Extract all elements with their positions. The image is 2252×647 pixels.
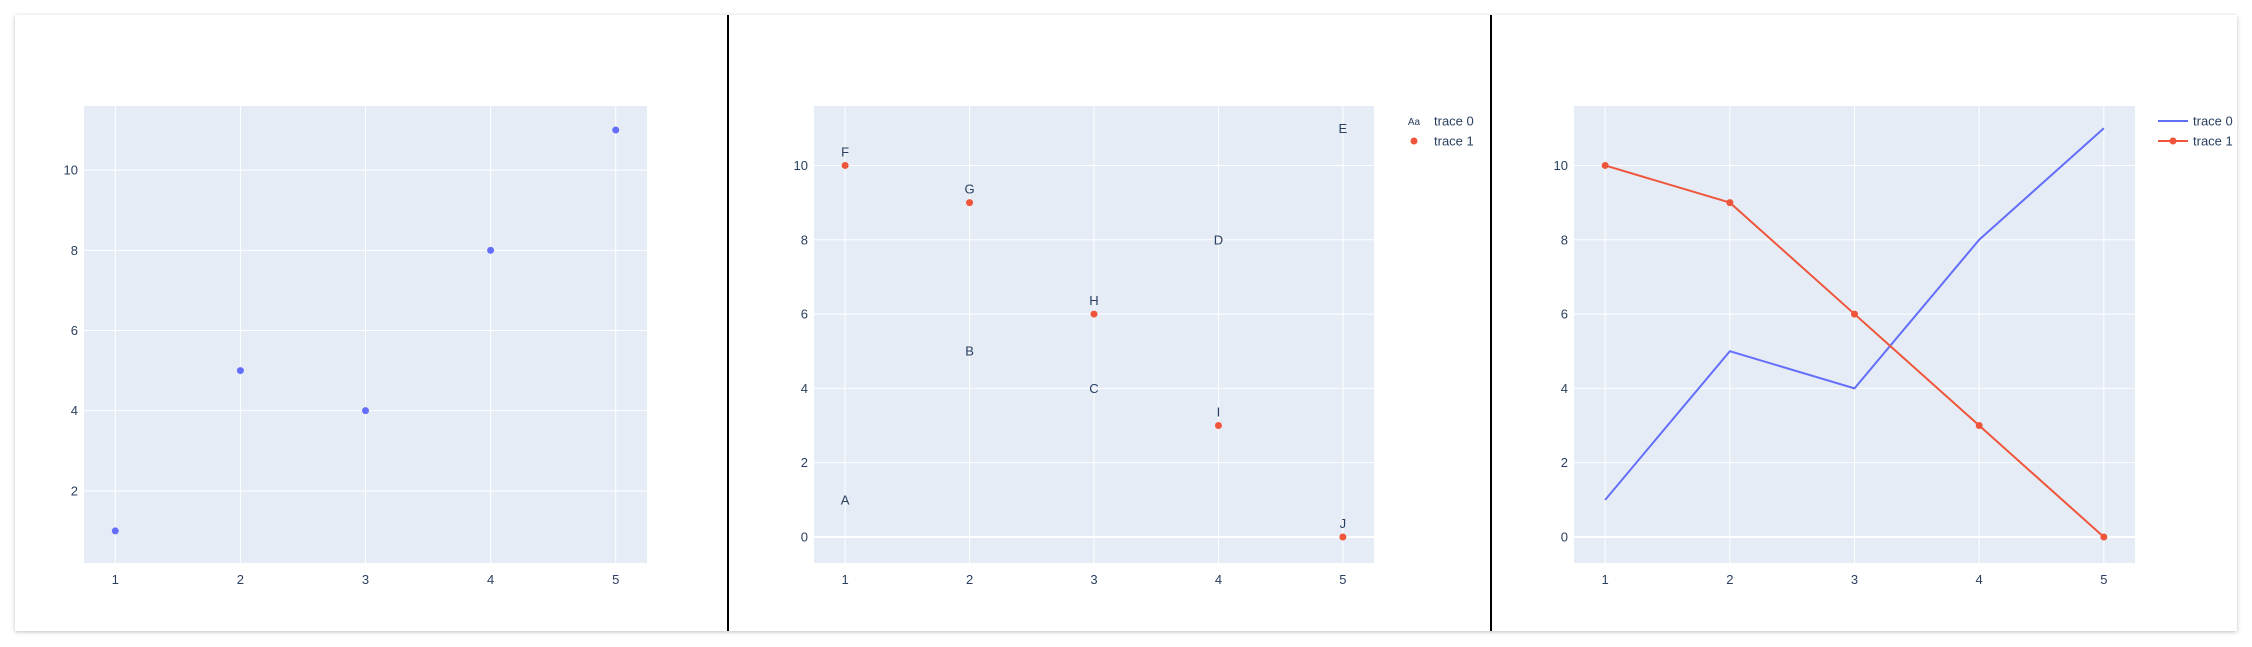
point-label: D bbox=[1214, 232, 1223, 247]
y-tick-label: 10 bbox=[1554, 158, 1568, 173]
data-point bbox=[1339, 533, 1347, 541]
data-point bbox=[236, 367, 244, 375]
data-point bbox=[111, 527, 119, 535]
y-tick-label: 10 bbox=[794, 158, 808, 173]
data-point bbox=[1090, 310, 1098, 318]
y-tick-label: 8 bbox=[1561, 232, 1568, 247]
y-tick-label: 8 bbox=[801, 232, 808, 247]
data-point bbox=[612, 126, 620, 134]
point-label: J bbox=[1340, 516, 1347, 531]
data-point bbox=[2100, 533, 2108, 541]
chart-panel-lines: 1 2 3 4 5 0 2 4 6 8 10 trace 0 trace 1 bbox=[1554, 106, 2233, 587]
x-tick-label: 1 bbox=[112, 572, 119, 587]
y-tick-label: 10 bbox=[64, 163, 78, 178]
point-label: A bbox=[841, 492, 850, 507]
x-tick-label: 2 bbox=[237, 572, 244, 587]
data-point bbox=[1726, 199, 1734, 207]
y-tick-label: 0 bbox=[801, 529, 808, 544]
data-point bbox=[1601, 161, 1609, 169]
point-label: I bbox=[1217, 405, 1221, 420]
point-label: G bbox=[964, 182, 974, 197]
y-tick-label: 4 bbox=[71, 403, 78, 418]
y-tick-label: 2 bbox=[801, 455, 808, 470]
x-tick-label: 5 bbox=[2100, 572, 2107, 587]
legend-label: trace 0 bbox=[2193, 114, 2233, 129]
legend-label: trace 1 bbox=[2193, 134, 2233, 149]
point-label: B bbox=[965, 344, 974, 359]
panel-divider bbox=[727, 15, 729, 631]
point-label: E bbox=[1339, 121, 1348, 136]
y-tick-label: 4 bbox=[801, 381, 808, 396]
legend-label: trace 1 bbox=[1434, 134, 1474, 149]
x-tick-label: 4 bbox=[487, 572, 494, 587]
data-point bbox=[1975, 422, 1983, 430]
panel-divider bbox=[1490, 15, 1492, 631]
data-point bbox=[841, 161, 849, 169]
legend-marker-swatch bbox=[2169, 137, 2177, 145]
x-tick-label: 1 bbox=[841, 572, 848, 587]
series-line bbox=[1604, 127, 2105, 501]
point-label: C bbox=[1089, 381, 1098, 396]
x-tick-label: 3 bbox=[1090, 572, 1097, 587]
y-tick-label: 4 bbox=[1561, 381, 1568, 396]
chart-panel-markers: 1 2 3 4 5 2 4 6 8 10 bbox=[64, 106, 647, 587]
x-tick-label: 4 bbox=[1215, 572, 1222, 587]
legend-text-icon: Aa bbox=[1408, 117, 1421, 128]
y-tick-label: 0 bbox=[1561, 529, 1568, 544]
y-tick-label: 2 bbox=[71, 483, 78, 498]
data-point bbox=[362, 407, 369, 415]
y-tick-label: 6 bbox=[71, 323, 78, 338]
x-tick-label: 1 bbox=[1602, 572, 1609, 587]
data-point bbox=[487, 246, 495, 254]
y-tick-label: 2 bbox=[1561, 455, 1568, 470]
data-point bbox=[1851, 310, 1858, 318]
y-tick-label: 8 bbox=[71, 243, 78, 258]
point-label: H bbox=[1089, 293, 1098, 308]
x-tick-label: 3 bbox=[362, 572, 369, 587]
x-tick-label: 5 bbox=[612, 572, 619, 587]
y-tick-label: 6 bbox=[1561, 307, 1568, 322]
data-point bbox=[966, 199, 974, 207]
point-label: F bbox=[841, 144, 849, 159]
data-point bbox=[1214, 422, 1222, 430]
x-tick-label: 5 bbox=[1339, 572, 1346, 587]
x-tick-label: 2 bbox=[1726, 572, 1733, 587]
legend-marker-swatch bbox=[1410, 137, 1418, 145]
x-tick-label: 4 bbox=[1976, 572, 1983, 587]
x-tick-label: 3 bbox=[1851, 572, 1858, 587]
x-tick-label: 2 bbox=[966, 572, 973, 587]
chart-panel-text-labels: 1 2 3 4 5 0 2 4 6 8 10 A B C D E F G H I J Aa trace 0 trace 1 bbox=[794, 106, 1474, 587]
legend-label: trace 0 bbox=[1434, 114, 1474, 129]
y-tick-label: 6 bbox=[801, 307, 808, 322]
